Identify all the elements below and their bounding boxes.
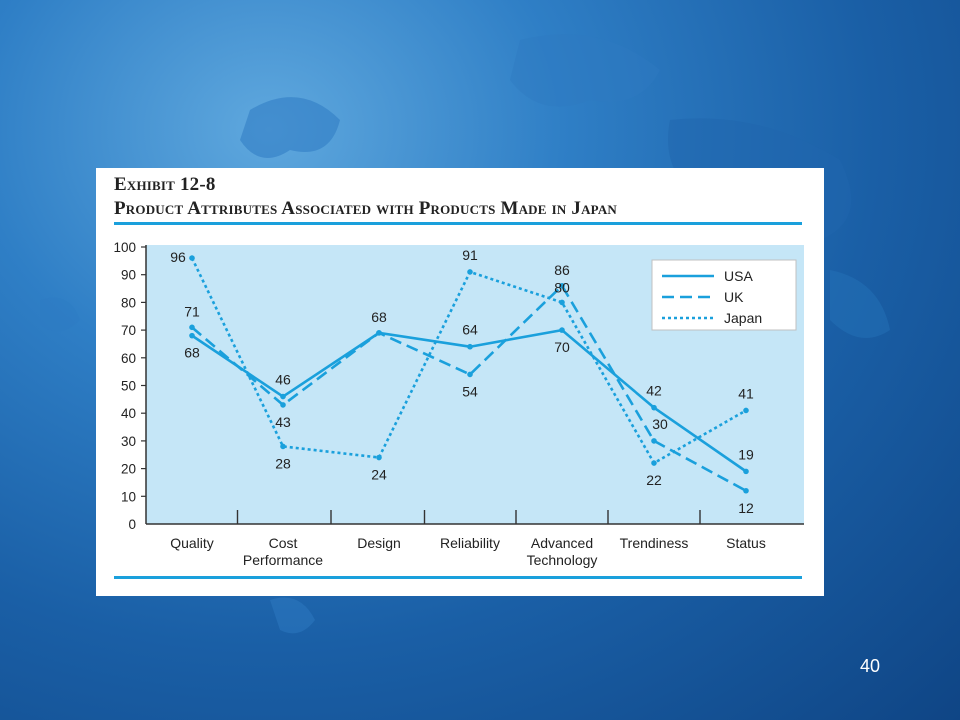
y-tick-label: 100 bbox=[113, 240, 136, 255]
legend-label-usa: USA bbox=[724, 268, 753, 284]
exhibit-panel: Exhibit 12-8 Product Attributes Associat… bbox=[96, 168, 824, 596]
data-label-uk: 71 bbox=[184, 303, 200, 319]
x-tick-label: Cost Performance bbox=[243, 535, 323, 568]
y-tick-label: 60 bbox=[121, 351, 136, 366]
y-tick-label: 40 bbox=[121, 406, 136, 421]
data-label-japan: 91 bbox=[462, 247, 478, 263]
data-label-uk: 86 bbox=[554, 262, 570, 278]
x-tick-label: Trendiness bbox=[620, 535, 689, 551]
data-label-japan: 41 bbox=[738, 385, 754, 401]
data-label-usa: 68 bbox=[184, 345, 200, 361]
data-point-japan bbox=[376, 454, 382, 461]
data-label-japan: 24 bbox=[371, 467, 387, 483]
y-tick-label: 30 bbox=[121, 434, 136, 449]
y-tick-label: 90 bbox=[121, 268, 136, 283]
x-tick-label: Status bbox=[726, 535, 766, 551]
data-point-japan bbox=[651, 460, 657, 466]
data-label-usa: 46 bbox=[275, 372, 291, 388]
y-tick-label: 20 bbox=[121, 462, 136, 477]
data-label-japan: 22 bbox=[646, 472, 662, 488]
x-tick-label: Reliability bbox=[440, 535, 500, 551]
line-chart: 0 10 20 30 40 50 60 70 80 90 100 Quality Cost Perform… bbox=[113, 240, 804, 568]
data-point-japan bbox=[467, 269, 473, 275]
data-label-uk: 30 bbox=[652, 416, 668, 432]
data-point-uk bbox=[189, 324, 195, 331]
data-label-uk: 12 bbox=[738, 500, 754, 516]
y-tick-label: 0 bbox=[128, 517, 136, 532]
slide-page-number: 40 bbox=[860, 656, 881, 676]
data-label-usa: 64 bbox=[462, 322, 478, 338]
data-label-japan: 96 bbox=[170, 249, 186, 265]
data-label-usa: 70 bbox=[554, 339, 570, 355]
x-tick-label: Design bbox=[357, 535, 401, 551]
data-label-japan: 28 bbox=[275, 455, 291, 471]
data-point-uk bbox=[743, 487, 749, 494]
data-label-usa: 19 bbox=[738, 446, 754, 462]
data-label-usa: 42 bbox=[646, 383, 662, 399]
y-tick-label: 80 bbox=[121, 295, 136, 310]
data-label-japan: 80 bbox=[554, 279, 570, 295]
chart-title: Product Attributes Associated with Produ… bbox=[114, 198, 618, 219]
data-label-usa: 68 bbox=[371, 309, 387, 325]
y-tick-label: 10 bbox=[121, 489, 136, 504]
y-tick-label: 50 bbox=[121, 379, 136, 394]
legend-label-japan: Japan bbox=[724, 310, 762, 326]
data-point-usa bbox=[467, 343, 473, 350]
data-point-uk bbox=[467, 371, 473, 378]
data-point-usa bbox=[189, 332, 195, 339]
bottom-rule bbox=[114, 576, 802, 579]
data-point-japan bbox=[743, 407, 749, 414]
legend-label-uk: UK bbox=[724, 289, 744, 305]
data-point-usa bbox=[743, 468, 749, 475]
data-point-japan bbox=[280, 443, 286, 450]
y-tick-label: 70 bbox=[121, 323, 136, 338]
x-tick-label: Quality bbox=[170, 535, 214, 551]
data-point-uk bbox=[559, 282, 565, 289]
data-point-usa bbox=[651, 404, 657, 411]
data-point-usa bbox=[280, 393, 286, 400]
x-tick-label: Advanced Technology bbox=[527, 535, 598, 568]
data-point-uk bbox=[376, 330, 382, 336]
data-point-usa bbox=[559, 327, 565, 333]
data-point-japan bbox=[559, 299, 565, 306]
data-label-uk: 43 bbox=[275, 414, 291, 430]
data-point-uk bbox=[651, 438, 657, 444]
data-point-uk bbox=[280, 402, 286, 408]
data-point-japan bbox=[189, 255, 195, 261]
data-label-uk: 54 bbox=[462, 383, 478, 399]
exhibit-number: Exhibit 12-8 bbox=[114, 174, 216, 195]
title-rule bbox=[114, 222, 802, 225]
